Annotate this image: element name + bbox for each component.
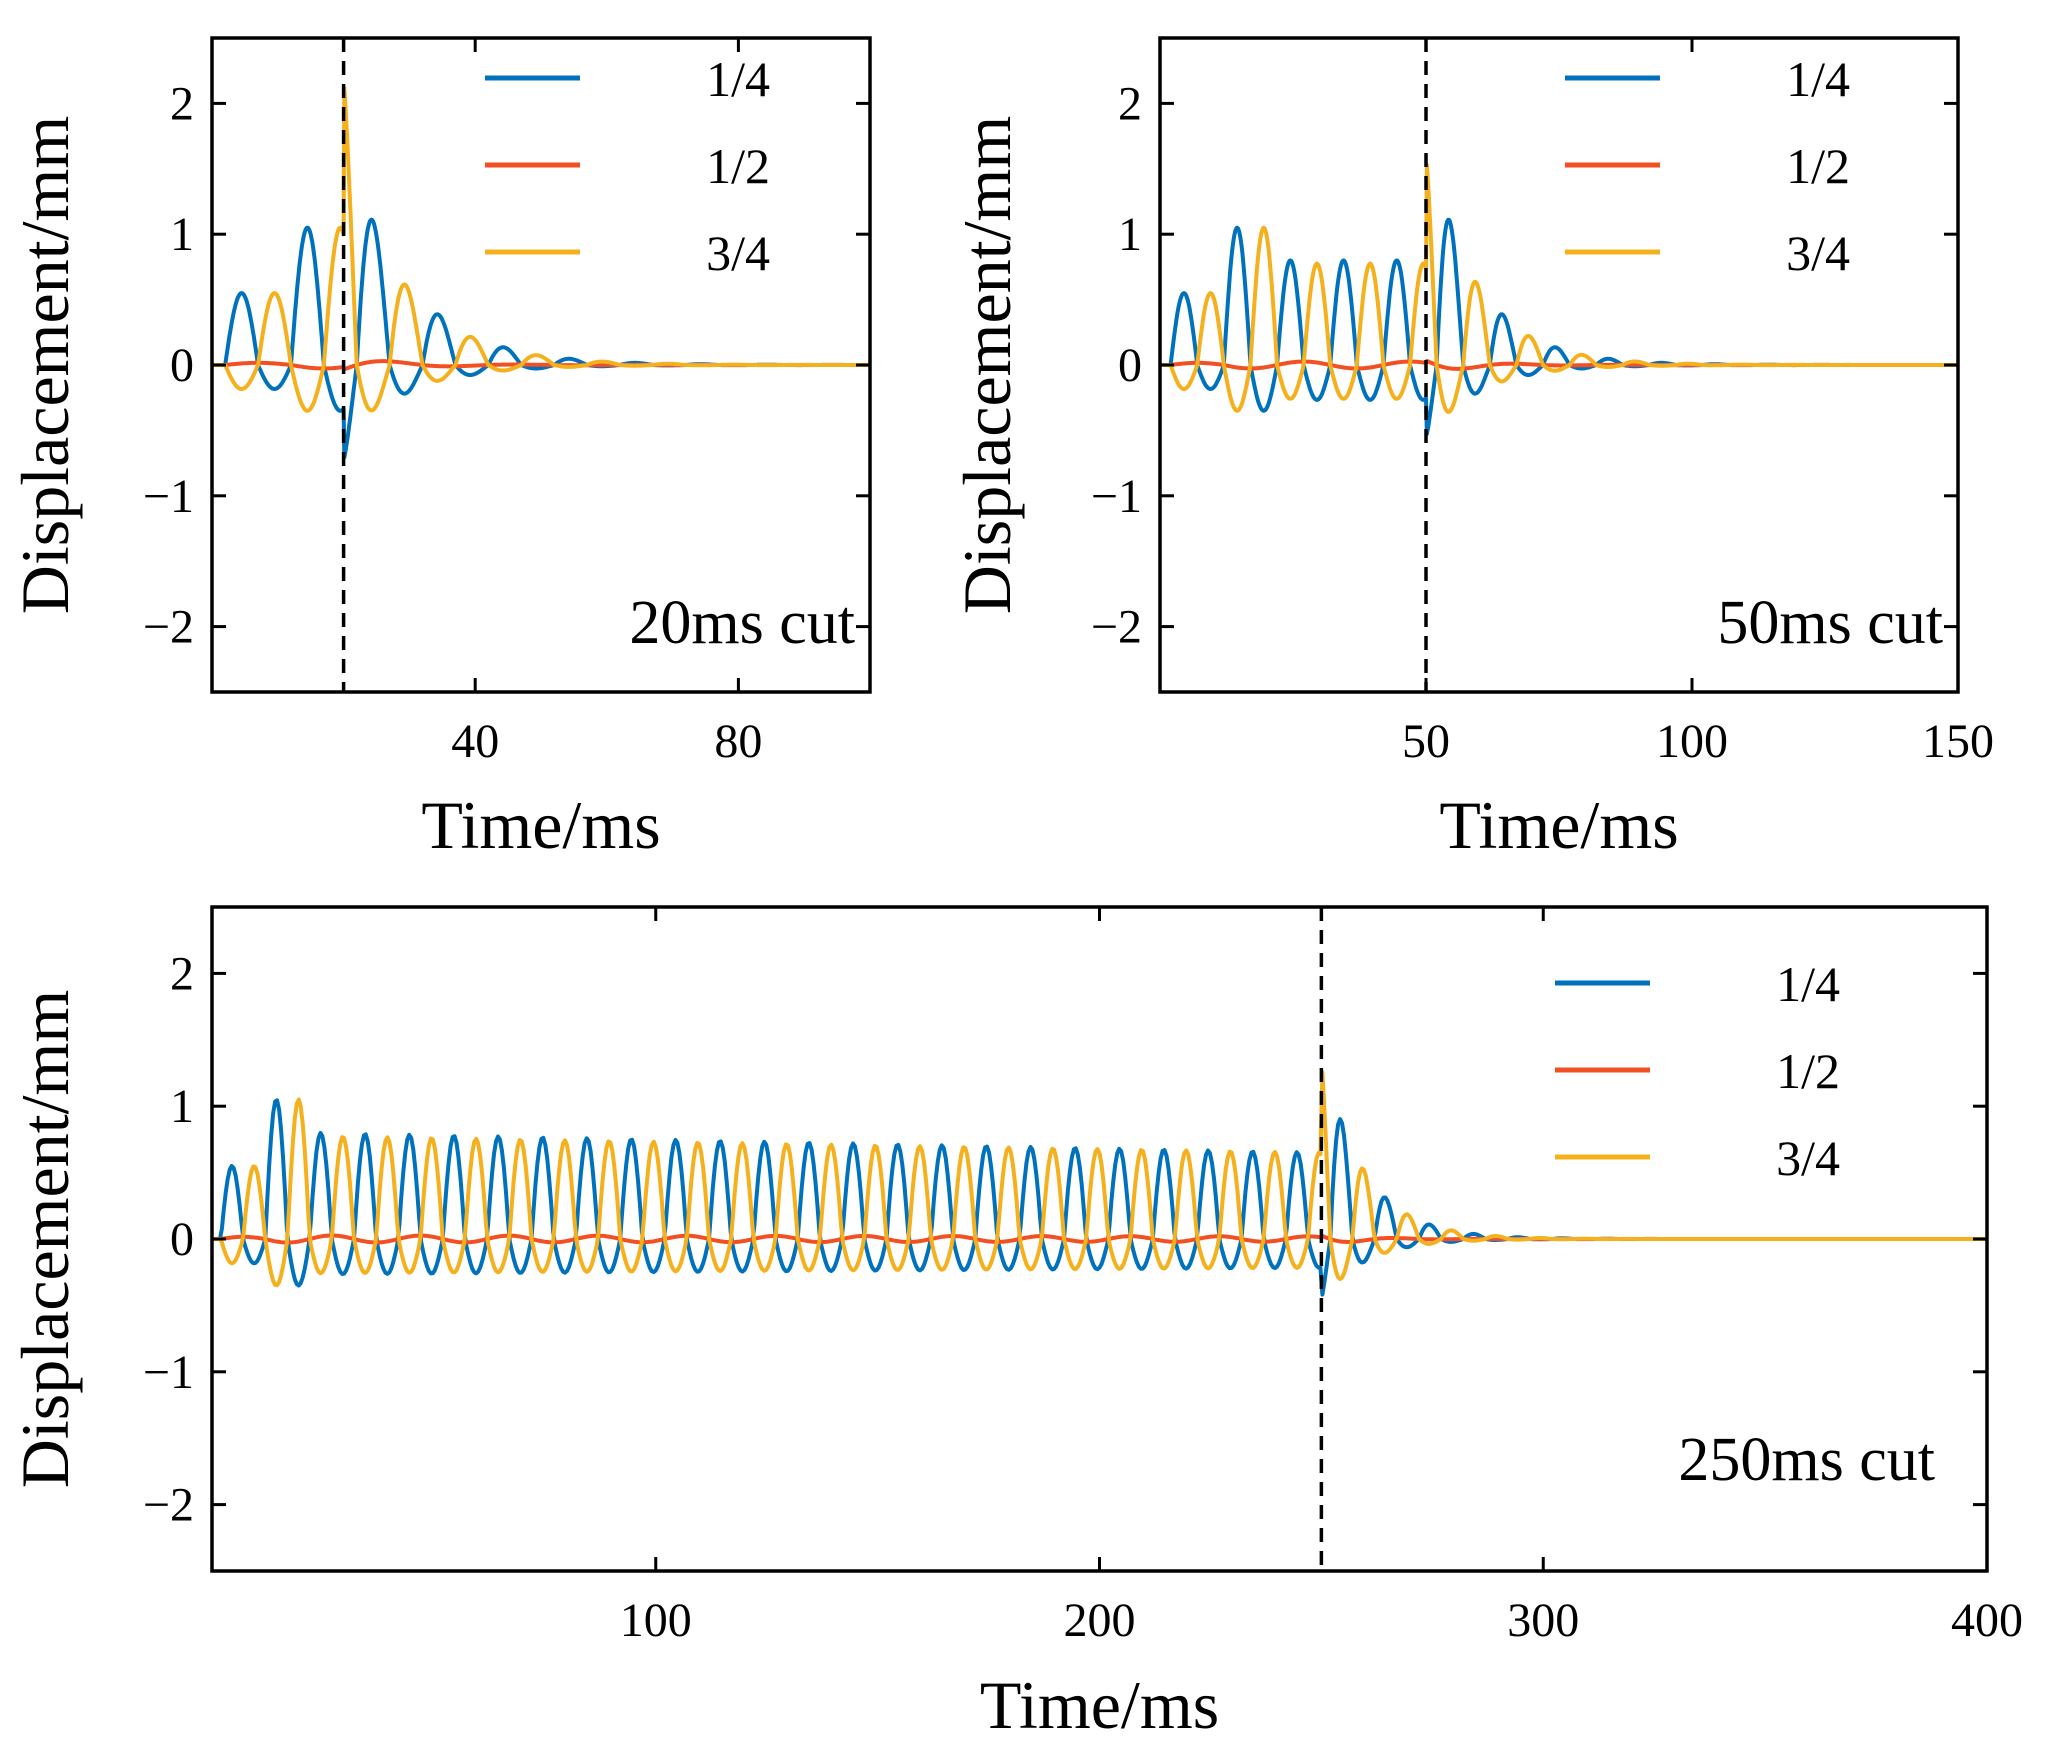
y-tick-label: 1: [1118, 208, 1142, 261]
chart-panel-3: −2 −1 0 1 2 100 200 300 400 Time/ms Displacement/m…: [7, 905, 2023, 1743]
x-tick-label: 200: [1064, 1594, 1136, 1647]
x-tick-label: 40: [451, 715, 499, 768]
legend-label: 1/4: [1776, 956, 1840, 1012]
legend: 1/4 1/2 3/4: [1555, 956, 1840, 1186]
y-axis-label: Displacement/mm: [7, 116, 83, 615]
legend-label: 3/4: [1776, 1130, 1840, 1186]
y-tick-label: 0: [170, 339, 194, 392]
series-line-3-4: [1160, 162, 1958, 414]
y-tick-label: 1: [170, 208, 194, 261]
chart-panel-2: −2 −1 0 1 2 50 100 150 Time/ms Displacement/mm 1/4…: [949, 36, 1994, 863]
x-tick-label: 100: [1656, 715, 1728, 768]
cut-annotation: 250ms cut: [1678, 1426, 1935, 1494]
cut-annotation: 20ms cut: [629, 589, 855, 657]
series-group: [1160, 162, 1958, 436]
x-tick-label: 80: [714, 715, 762, 768]
series-line-3-4: [212, 86, 870, 413]
series-line-3-4: [212, 1070, 1987, 1288]
y-tick-label: 2: [170, 77, 194, 130]
y-tick-label: −1: [143, 1346, 194, 1399]
y-tick-label: −2: [1091, 601, 1142, 654]
y-tick-label: −2: [143, 1479, 194, 1532]
legend-label: 3/4: [706, 225, 770, 281]
y-tick-label: 1: [170, 1080, 194, 1133]
y-tick-label: 2: [1118, 77, 1142, 130]
series-line-1-4: [212, 217, 870, 460]
x-tick-label: 100: [620, 1594, 692, 1647]
legend-label: 1/4: [706, 51, 770, 107]
y-axis-label: Displacement/mm: [949, 116, 1025, 615]
legend-label: 1/2: [1786, 138, 1850, 194]
legend-label: 1/2: [706, 138, 770, 194]
x-axis-label: Time/ms: [421, 787, 660, 863]
x-tick-label: 50: [1402, 715, 1450, 768]
y-tick-label: −1: [1091, 470, 1142, 523]
x-axis-label: Time/ms: [1439, 787, 1678, 863]
chart-panel-1: −2 −1 0 1 2 40 80 Time/ms Displacement/mm 1/4 1/2 3…: [7, 36, 872, 863]
x-tick-label: 400: [1951, 1594, 2023, 1647]
legend-label: 3/4: [1786, 225, 1850, 281]
legend-label: 1/4: [1786, 51, 1850, 107]
series-group: [212, 1070, 1987, 1297]
y-tick-label: 0: [170, 1213, 194, 1266]
legend-label: 1/2: [1776, 1043, 1840, 1099]
cut-annotation: 50ms cut: [1717, 589, 1943, 657]
x-axis-label: Time/ms: [980, 1667, 1219, 1743]
y-axis-label: Displacement/mm: [7, 990, 83, 1489]
x-tick-label: 150: [1922, 715, 1994, 768]
legend: 1/4 1/2 3/4: [485, 51, 770, 281]
x-tick-label: 300: [1507, 1594, 1579, 1647]
y-tick-label: −1: [143, 470, 194, 523]
y-tick-label: 0: [1118, 339, 1142, 392]
legend: 1/4 1/2 3/4: [1565, 51, 1850, 281]
y-tick-label: −2: [143, 601, 194, 654]
y-tick-label: 2: [170, 947, 194, 1000]
series-line-1-4: [212, 1098, 1987, 1297]
series-group: [212, 86, 870, 460]
